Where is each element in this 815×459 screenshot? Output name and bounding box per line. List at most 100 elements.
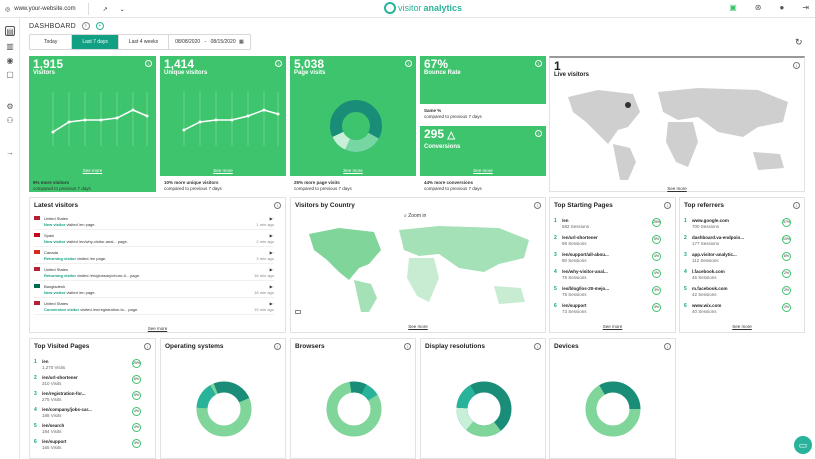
list-item[interactable]: 4/en/why-visitor-anal... 78 Sessions 4% (554, 269, 669, 283)
item-count: 40 Sessions (692, 309, 717, 314)
user-icon[interactable]: ⚇ (6, 116, 14, 125)
live-world-map[interactable] (558, 82, 798, 182)
list-item[interactable]: 2 dashboard.va-endpoin... 177 Sessions 10% (684, 235, 799, 249)
logo[interactable]: visitor analytics (384, 2, 462, 14)
devices-donut (585, 381, 641, 437)
play-icon[interactable]: ▶· (269, 284, 274, 289)
list-item[interactable]: 6/en/support 73 Sessions 3% (554, 303, 669, 317)
table-row[interactable]: Canada Returning visitor visited /en page… (34, 248, 274, 264)
gift-icon[interactable]: ▣ (729, 3, 737, 12)
refresh-icon[interactable]: ↻ (795, 37, 803, 47)
play-icon[interactable]: ▶· (269, 216, 274, 221)
table-row[interactable]: United States New visitor visited /en pag… (34, 214, 274, 230)
list-item[interactable]: 5/es/blog/los-20-mejo... 75 Sessions 3% (554, 286, 669, 300)
recordings-icon[interactable]: ◉ (6, 56, 14, 65)
country-flag-icon (34, 233, 40, 237)
info-icon[interactable]: i (274, 202, 281, 209)
info-icon[interactable]: i (534, 343, 541, 350)
play-icon[interactable]: ▶· (269, 250, 274, 255)
table-row[interactable]: United States Conversion visitor visited … (34, 299, 274, 315)
info-icon[interactable]: i (664, 202, 671, 209)
info-icon[interactable]: i (404, 343, 411, 350)
chat-button[interactable]: ▭ (794, 436, 812, 454)
play-icon[interactable]: ▶· (269, 301, 274, 306)
table-row[interactable]: United States Returning visitor visited /… (34, 265, 274, 281)
info-icon[interactable]: i (534, 202, 541, 209)
info-icon[interactable]: i (535, 130, 542, 137)
visitor-action: visited /en/registration-fo... page. (80, 307, 139, 312)
plus-icon[interactable]: + (96, 22, 105, 30)
settings-icon[interactable]: ⚙ (6, 102, 14, 111)
list-item[interactable]: 1/en 1,270 Visits 25% (34, 359, 149, 373)
live-visitors-card[interactable]: 1 Live visitors i See more (549, 56, 805, 192)
external-link-icon[interactable]: ↗ (102, 6, 108, 13)
see-more-link[interactable]: See more (667, 186, 687, 191)
list-item[interactable]: 4/en/company/jobs-car... 188 Visits 4% (34, 407, 149, 421)
see-more-link[interactable]: See more (213, 168, 233, 173)
info-icon[interactable]: i (145, 60, 152, 67)
top-starting-pages-card: Top Starting Pages i 1/en 582 Sessions 25%… (549, 197, 676, 333)
info-icon[interactable]: i (275, 60, 282, 67)
table-row[interactable]: Spain New visitor visited /en/why-visitor… (34, 231, 274, 247)
zoom-in-button[interactable]: ⌕ Zoom in (404, 213, 427, 219)
info-icon[interactable]: i (274, 343, 281, 350)
info-icon[interactable]: i (405, 60, 412, 67)
item-title: www.google.com (692, 218, 729, 223)
info-icon[interactable]: i (535, 60, 542, 67)
browsers-donut (326, 381, 382, 437)
rank: 3 (684, 252, 687, 258)
see-more-link[interactable]: See more (602, 324, 623, 329)
info-icon[interactable]: i (664, 343, 671, 350)
last-7-days-button[interactable]: Last 7 days (72, 35, 119, 49)
list-item[interactable]: 4 l.facebook.com 46 Sessions 2% (684, 269, 799, 283)
reports-icon[interactable]: ▥ (6, 42, 14, 51)
list-item[interactable]: 1 www.google.com 700 Sessions 37% (684, 218, 799, 232)
country-map[interactable] (299, 222, 539, 314)
item-title: www.wix.com (692, 303, 722, 308)
play-icon[interactable]: ▶· (269, 233, 274, 238)
item-count: 700 Sessions (692, 224, 720, 229)
list-item[interactable]: 6 www.wix.com 40 Sessions 2% (684, 303, 799, 317)
chevron-down-icon[interactable]: ⌄ (119, 6, 125, 13)
see-more-link[interactable]: See more (82, 168, 103, 173)
logout-icon[interactable]: ⇥ (802, 3, 809, 12)
today-button[interactable]: Today (30, 35, 73, 49)
list-item[interactable]: 5/en/search 184 Visits 4% (34, 423, 149, 437)
list-item[interactable]: 3/en/support/all-abou... 80 Sessions 4% (554, 252, 669, 266)
item-count: 78 Sessions (562, 275, 587, 280)
info-icon[interactable]: i (793, 202, 800, 209)
see-more-link[interactable]: See more (732, 324, 752, 329)
list-item[interactable]: 2/en/url-shortener 310 Visits 6% (34, 375, 149, 389)
see-more-link[interactable]: See more (343, 168, 363, 173)
table-row[interactable]: Bangladesh New visitor visited /en page. ▶… (34, 282, 274, 298)
info-icon[interactable]: i (793, 62, 800, 69)
see-more-link[interactable]: See more (473, 168, 493, 173)
dashboard-icon[interactable]: ▤ (5, 26, 15, 36)
last-4-weeks-button[interactable]: Last 4 weeks (119, 35, 170, 49)
visitors-card[interactable]: 1,915 Visitors i See more 9% more visito… (29, 56, 156, 192)
site-selector[interactable]: ◎ www.your-website.com ↗ ⌄ (5, 3, 125, 15)
info-icon[interactable]: i (144, 343, 151, 350)
expand-sidebar-icon[interactable]: → (6, 148, 14, 157)
list-item[interactable]: 6/en/support 165 Visits 3% (34, 439, 149, 453)
list-item[interactable]: 5 m.facebook.com 42 Sessions 2% (684, 286, 799, 300)
conversions-card[interactable]: 295 △ Conversions i See more 44% more co… (420, 126, 546, 192)
percent-badge: 6% (132, 375, 141, 384)
list-item[interactable]: 3 app.visitor-analytic... 112 Sessions 6% (684, 252, 799, 266)
page-visits-card[interactable]: 5,038 Page visits i See more 25% more pa… (290, 56, 416, 192)
bounce-rate-card[interactable]: 67% Bounce Rate i (420, 56, 546, 104)
visitor-type: Returning visitor (44, 256, 77, 261)
language-flag-icon[interactable]: ● (779, 3, 785, 12)
unique-visitors-card[interactable]: 1,414 Unique visitors i See more 10% mor… (160, 56, 286, 192)
item-title: m.facebook.com (692, 286, 728, 291)
list-item[interactable]: 2/en/url-shortener 98 Sessions 5% (554, 235, 669, 249)
see-more-link[interactable]: See more (147, 326, 168, 331)
play-icon[interactable]: ▶· (269, 267, 274, 272)
support-icon[interactable]: ⊛ (754, 3, 762, 12)
info-icon[interactable]: i (82, 22, 91, 30)
list-item[interactable]: 3/en/registration-for... 275 Visits 5% (34, 391, 149, 405)
see-more-link[interactable]: See more (408, 324, 428, 329)
date-range-picker[interactable]: 08/08/2020 - 08/15/2020 ▦ (175, 39, 244, 45)
list-item[interactable]: 1/en 582 Sessions 25% (554, 218, 669, 232)
feedback-icon[interactable]: ▢ (6, 70, 14, 79)
